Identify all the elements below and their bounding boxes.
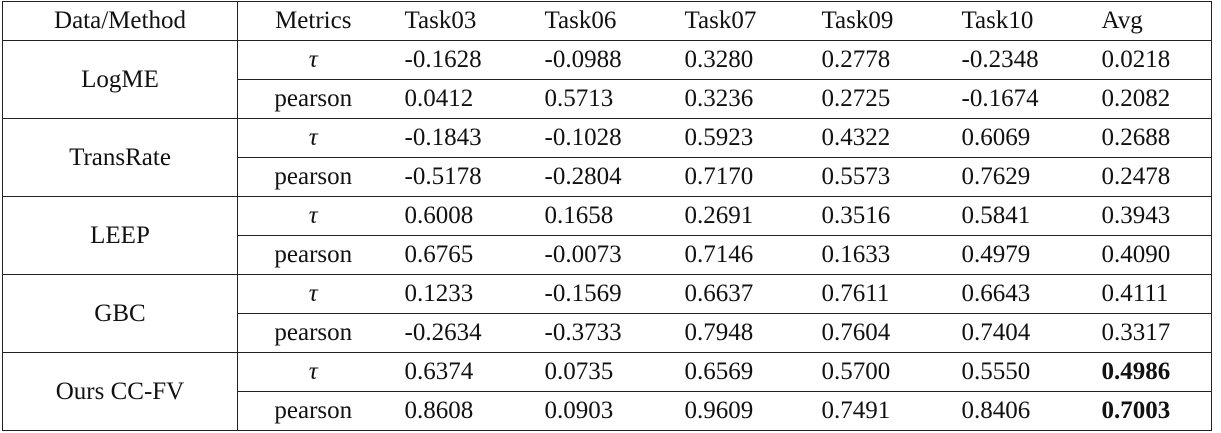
table-row: GBC τ 0.1233 -0.1569 0.6637 0.7611 0.6643 0.411…	[2, 274, 1212, 353]
table-row: LogME τ -0.1628 -0.0988 0.3280 0.2778 -0.2348 0…	[2, 40, 1212, 119]
table-row: TransRate τ -0.1843 -0.1028 0.5923 0.4322 0.60…	[2, 118, 1212, 197]
value-cell: 0.2725	[805, 79, 946, 119]
table-body: LogME τ -0.1628 -0.0988 0.3280 0.2778 -0.2348 0…	[2, 40, 1212, 431]
value-cell: 0.9609	[668, 391, 806, 431]
value-cell: 0.3516	[805, 196, 946, 236]
table-row: pearson 0.0412 0.5713 0.3236 0.2725 -0.1674 0.…	[3, 79, 1212, 119]
header-cell: Task07	[668, 1, 806, 41]
header-cell: Task09	[805, 1, 946, 41]
value-cell: 0.7629	[945, 157, 1086, 197]
value-cell: 0.6374	[388, 352, 529, 392]
method-cell: GBC	[2, 274, 238, 353]
value-cell: -0.1028	[528, 118, 669, 158]
value-cell: -0.5178	[388, 157, 529, 197]
value-cell: 0.8608	[388, 391, 529, 431]
header-cell: Task06	[528, 1, 669, 41]
table-row: pearson 0.6765 -0.0073 0.7146 0.1633 0.4979 0.…	[3, 235, 1212, 275]
metric-cell: pearson	[237, 235, 389, 275]
value-cell: 0.0218	[1085, 40, 1212, 80]
value-cell: 0.1233	[388, 274, 529, 314]
value-cell: 0.4979	[945, 235, 1086, 275]
value-cell: 0.7948	[668, 313, 806, 353]
value-cell: 0.6637	[668, 274, 806, 314]
value-cell: 0.0412	[388, 79, 529, 119]
value-cell: 0.5550	[945, 352, 1086, 392]
value-cell: 0.0735	[528, 352, 669, 392]
header-row: Data/Method Metrics Task03 Task06 Task07 Task…	[2, 1, 1212, 41]
header-cell: Task10	[945, 1, 1086, 41]
value-cell: 0.3280	[668, 40, 806, 80]
header-cell: Data/Method	[2, 1, 238, 41]
method-cell: LEEP	[2, 196, 238, 275]
value-cell: 0.2691	[668, 196, 806, 236]
value-cell: -0.0073	[528, 235, 669, 275]
value-cell: 0.2688	[1085, 118, 1212, 158]
method-cell: LogME	[2, 40, 238, 119]
value-cell: 0.4322	[805, 118, 946, 158]
value-cell: 0.3236	[668, 79, 806, 119]
value-cell: -0.1628	[388, 40, 529, 80]
value-cell: 0.4090	[1085, 235, 1212, 275]
table-row: LEEP τ 0.6008 0.1658 0.2691 0.3516 0.5841 0.394…	[2, 196, 1212, 275]
header-cell: Task03	[388, 1, 529, 41]
value-cell: -0.1569	[528, 274, 669, 314]
value-cell: -0.0988	[528, 40, 669, 80]
value-cell: 0.5700	[805, 352, 946, 392]
metric-cell: pearson	[237, 157, 389, 197]
value-cell: 0.6069	[945, 118, 1086, 158]
value-cell: 0.1658	[528, 196, 669, 236]
table-row: pearson -0.5178 -0.2804 0.7170 0.5573 0.7629 0…	[3, 157, 1212, 197]
table-row: pearson -0.2634 -0.3733 0.7948 0.7604 0.7404 0…	[3, 313, 1212, 353]
value-cell: 0.8406	[945, 391, 1086, 431]
value-cell: 0.7003	[1085, 391, 1212, 431]
method-cell: Ours CC-FV	[2, 352, 238, 431]
value-cell: 0.2478	[1085, 157, 1212, 197]
value-cell: 0.6643	[945, 274, 1086, 314]
value-cell: 0.5923	[668, 118, 806, 158]
value-cell: -0.3733	[528, 313, 669, 353]
value-cell: 0.3943	[1085, 196, 1212, 236]
value-cell: 0.1633	[805, 235, 946, 275]
value-cell: 0.7491	[805, 391, 946, 431]
value-cell: 0.2778	[805, 40, 946, 80]
value-cell: 0.6765	[388, 235, 529, 275]
value-cell: -0.2348	[945, 40, 1086, 80]
value-cell: 0.5841	[945, 196, 1086, 236]
value-cell: 0.7404	[945, 313, 1086, 353]
value-cell: 0.2082	[1085, 79, 1212, 119]
value-cell: -0.2634	[388, 313, 529, 353]
value-cell: -0.1674	[945, 79, 1086, 119]
header-cell: Metrics	[237, 1, 389, 41]
value-cell: 0.4986	[1085, 352, 1212, 392]
table-row: Ours CC-FV τ 0.6374 0.0735 0.6569 0.5700 0.555…	[2, 352, 1212, 431]
header-cell: Avg	[1085, 1, 1212, 41]
value-cell: -0.2804	[528, 157, 669, 197]
metric-cell: pearson	[237, 313, 389, 353]
value-cell: 0.0903	[528, 391, 669, 431]
metric-cell: τ	[237, 40, 389, 80]
metric-cell: pearson	[237, 79, 389, 119]
value-cell: 0.7146	[668, 235, 806, 275]
metric-cell: τ	[237, 352, 389, 392]
value-cell: -0.1843	[388, 118, 529, 158]
metric-cell: τ	[237, 274, 389, 314]
value-cell: 0.7604	[805, 313, 946, 353]
value-cell: 0.5573	[805, 157, 946, 197]
value-cell: 0.3317	[1085, 313, 1212, 353]
metric-cell: τ	[237, 196, 389, 236]
value-cell: 0.6569	[668, 352, 806, 392]
metric-cell: τ	[237, 118, 389, 158]
table-row: pearson 0.8608 0.0903 0.9609 0.7491 0.8406 0.7…	[3, 391, 1212, 431]
value-cell: 0.7611	[805, 274, 946, 314]
value-cell: 0.7170	[668, 157, 806, 197]
value-cell: 0.4111	[1085, 274, 1212, 314]
value-cell: 0.5713	[528, 79, 669, 119]
metric-cell: pearson	[237, 391, 389, 431]
value-cell: 0.6008	[388, 196, 529, 236]
method-cell: TransRate	[2, 118, 238, 197]
